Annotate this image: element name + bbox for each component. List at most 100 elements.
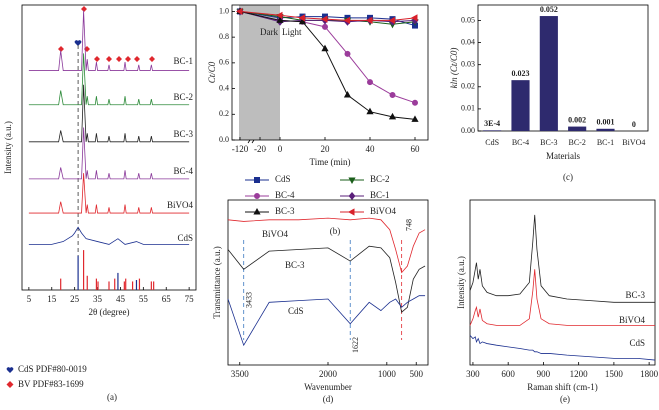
y-axis-label: Ct/C0 [207,61,217,83]
series-line [227,295,426,347]
dark-label: Dark [260,27,278,37]
x-tick-label: 500 [409,369,423,379]
series-line [227,217,426,274]
y-tick-label: 0.00 [461,126,475,135]
data-point [298,17,307,25]
value-label: 0.002 [568,115,586,124]
y-tick-label: 1.0 [219,6,229,15]
x-tick-label: 1000 [378,369,397,379]
series-line [239,10,416,25]
legend-label: BC-3 [275,206,295,216]
dark-region [239,5,280,140]
x-tick-label: BC-2 [568,138,585,147]
series-line [469,269,655,326]
legend-label: CdS PDF#80-0019 [18,364,87,374]
annotation-label: 1622 [351,337,360,353]
legend-marker [347,208,355,216]
legend-diamond [6,381,14,388]
legend-marker [348,191,356,201]
series-label: BiVO4 [619,315,646,325]
heart-icon [74,40,82,46]
x-tick-label: 3500 [231,369,250,379]
plot-frame [477,4,649,132]
data-point [343,90,352,98]
x-axis-label: Time (min) [310,157,351,167]
light-label: Light [282,27,302,37]
data-point [276,16,284,23]
y-tick-label: 0.02 [461,82,475,91]
y-axis-label: Intensity (a.u.) [456,256,466,309]
legend-label: BC-1 [370,190,390,200]
series-label: BC-1 [173,56,193,66]
y-tick-label: 0.05 [461,15,475,24]
series-label: CdS [288,306,304,316]
data-point [367,79,373,86]
series-label: BC-3 [173,129,193,139]
series-line [227,245,426,313]
legend-label: BC-4 [275,190,295,200]
panel-label: (d) [323,394,334,404]
x-tick-label: BC-3 [540,138,557,147]
y-tick-label: 0.8 [219,32,229,41]
y-tick-label: 0.4 [219,83,229,92]
series-line [469,335,656,361]
data-point [412,99,418,106]
data-point [275,11,283,19]
series-label: BC-2 [173,92,193,102]
x-tick-label: BC-4 [512,138,529,147]
bar [483,130,502,131]
y-tick-label: 0.01 [461,104,475,113]
legend-marker [254,193,260,199]
legend-label: CdS [275,174,291,184]
legend-label: BiVO4 [370,206,397,216]
series-label: CdS [177,233,193,243]
legend-marker [253,207,261,215]
panel-label: (e) [560,394,570,404]
plot-frame [227,199,429,366]
x-tick-label: 1200 [570,369,589,379]
x-tick-label: 5 [27,294,32,304]
data-point [322,23,328,30]
x-tick-label: BiVO4 [622,138,645,147]
data-point [388,16,395,25]
diamond-icons [58,6,155,62]
x-tick-label: -20 [254,144,266,154]
series-label: BiVO4 [167,200,194,210]
series-line [28,84,190,143]
value-label: 0.052 [540,5,558,14]
data-point [344,50,351,57]
legend-heart [6,367,14,373]
data-point [366,107,374,115]
series-label: BC-4 [173,166,193,176]
data-point [411,115,419,122]
x-tick-label: 65 [162,294,172,304]
x-axis-label: 2θ (degree) [88,307,129,317]
series-line [28,226,190,245]
plot-frame [231,4,429,141]
series-line [239,10,416,23]
x-tick-label: 1800 [640,369,659,379]
y-tick-label: 0.0 [219,135,229,144]
data-point [298,14,305,22]
series-line [239,10,416,120]
x-tick-label: 55 [139,294,149,304]
data-point [320,15,328,23]
series-label: BC-3 [625,290,645,300]
x-tick-label: 35 [93,294,103,304]
bar [568,126,587,131]
x-tick-label: 20 [321,144,331,154]
data-point [410,14,418,22]
x-axis-label: Materials [546,151,580,161]
x-tick-label: 45 [116,294,126,304]
series-label: BiVO4 [262,229,289,239]
x-tick-label: 15 [47,294,57,304]
data-point [321,44,329,52]
x-tick-label: 900 [537,369,551,379]
y-axis-label: Transmittance (a.u.) [212,246,222,318]
legend-marker [348,177,356,185]
annotation-label: 748 [404,219,413,231]
bar [596,128,615,131]
series-line [28,10,190,71]
x-tick-label: 75 [185,294,195,304]
